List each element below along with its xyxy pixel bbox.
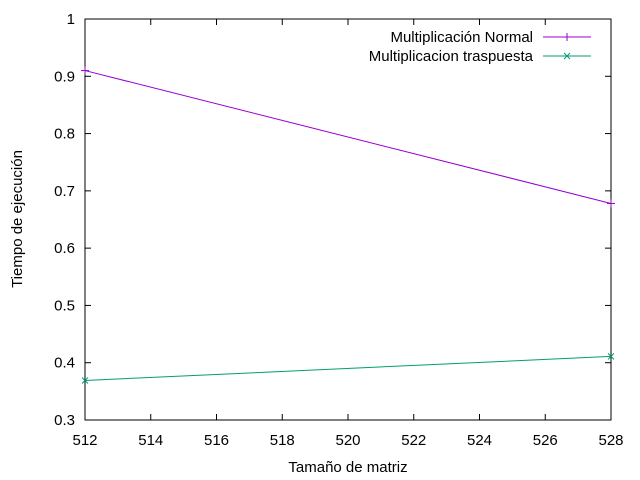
legend-marker-2 [563, 52, 571, 60]
y-tick-label: 0.8 [54, 126, 75, 143]
y-tick-label: 0.7 [54, 183, 75, 200]
x-tick-label: 520 [335, 432, 360, 449]
y-tick-label: 0.6 [54, 240, 75, 257]
series-1-point [607, 199, 615, 208]
legend-marker-1 [563, 33, 571, 41]
x-axis-ticks: 512 514 516 518 520 522 524 526 528 [72, 19, 624, 449]
y-tick-label: 0.3 [54, 412, 75, 429]
x-axis-label: Tamaño de matriz [288, 459, 407, 476]
y-axis-ticks: 0.3 0.4 0.5 0.6 0.7 0.8 0.9 1 [54, 11, 611, 429]
x-tick-label: 522 [401, 432, 426, 449]
series-layer [81, 66, 615, 384]
legend-label-1: Multiplicación Normal [390, 29, 533, 46]
y-tick-label: 0.5 [54, 297, 75, 314]
series-line-1 [84, 70, 612, 204]
y-tick-label: 0.9 [54, 68, 75, 85]
x-tick-label: 524 [467, 432, 492, 449]
x-tick-label: 528 [598, 432, 623, 449]
legend-label-2: Multiplicacion traspuesta [369, 48, 534, 65]
y-tick-label: 0.4 [54, 355, 75, 372]
series-2-point [607, 353, 615, 360]
y-tick-label: 1 [67, 11, 75, 28]
x-tick-label: 512 [72, 432, 97, 449]
x-tick-label: 526 [533, 432, 558, 449]
legend: Multiplicación Normal Multiplicacion tras… [369, 29, 591, 65]
series-1-point [81, 66, 89, 75]
y-axis-label: Tiempo de ejecución [9, 150, 26, 288]
series-line-2 [84, 355, 612, 381]
series-2-point [81, 377, 89, 384]
x-tick-label: 516 [204, 432, 229, 449]
x-tick-label: 518 [270, 432, 295, 449]
x-tick-label: 514 [138, 432, 163, 449]
